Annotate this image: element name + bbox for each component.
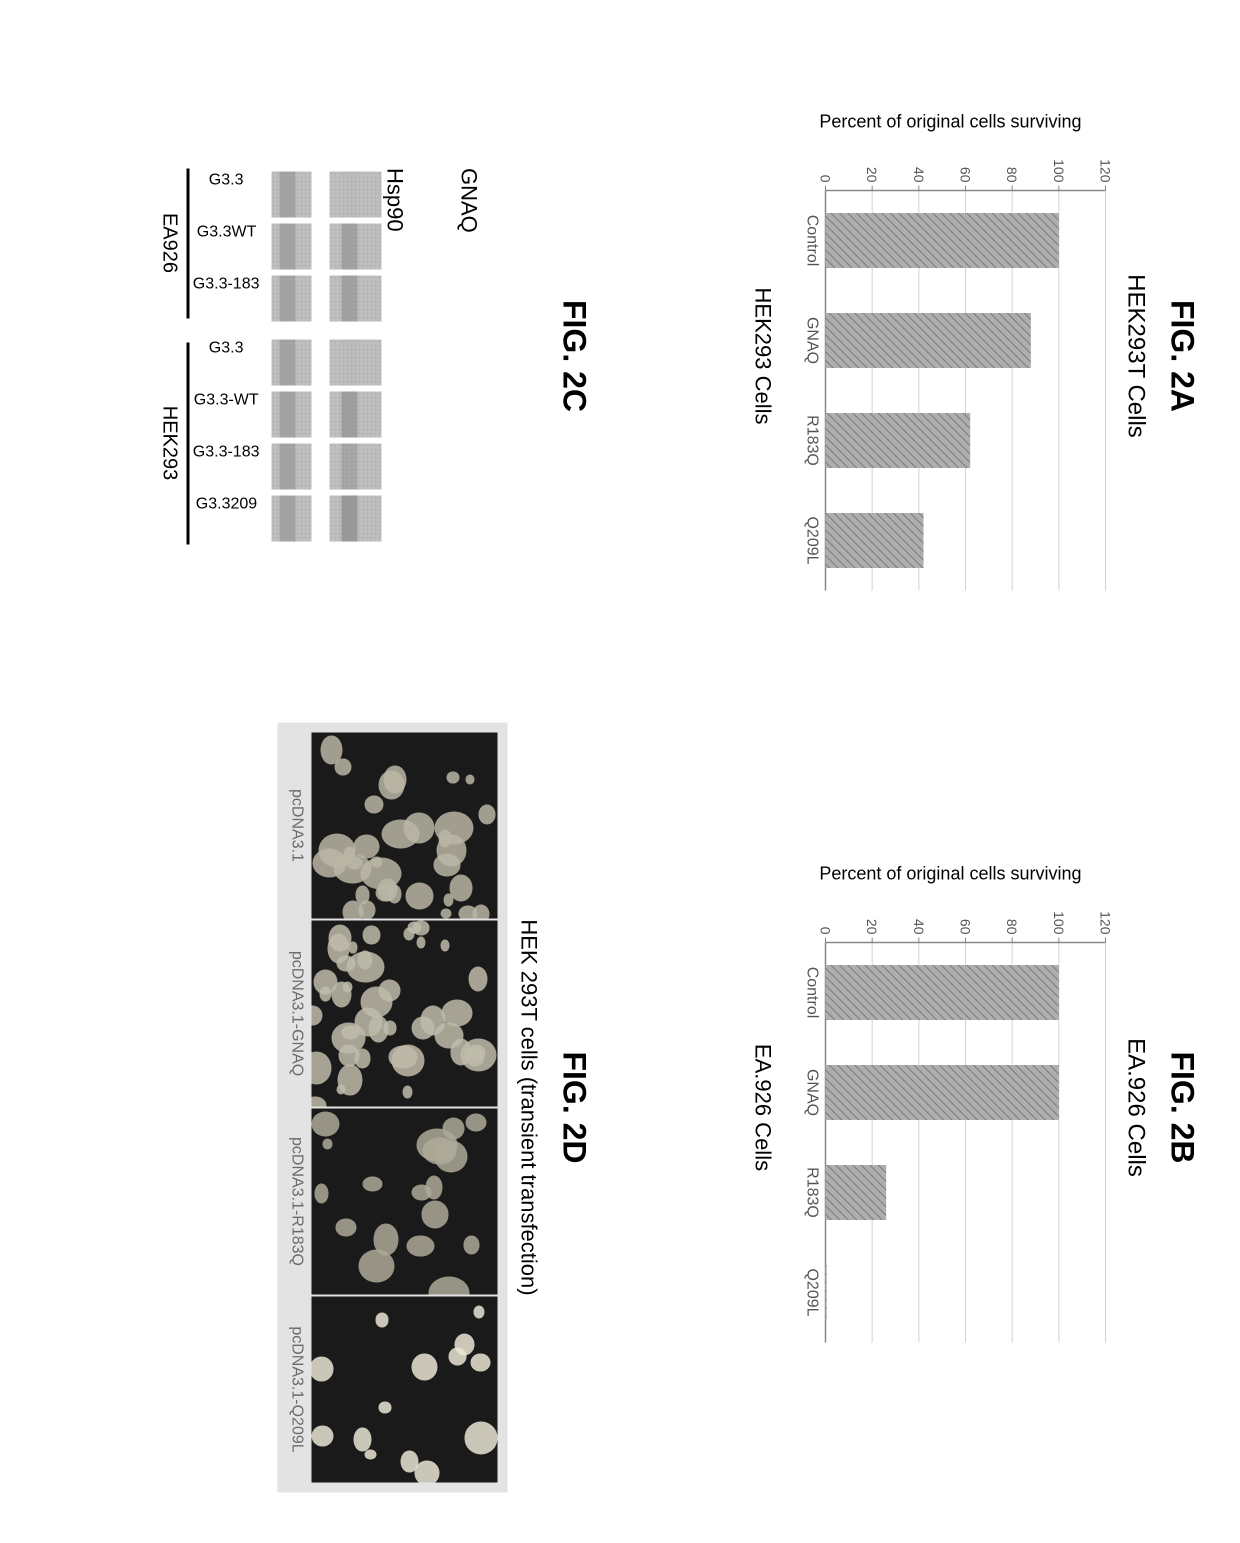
svg-text:Control: Control <box>804 966 821 1018</box>
svg-text:60: 60 <box>958 918 974 934</box>
blot-group-label: HEK293 <box>157 342 180 544</box>
blot-lane-label: G3.3-183 <box>193 275 260 321</box>
blot-lane-label: G3.3209 <box>193 495 260 541</box>
svg-text:20: 20 <box>864 918 880 934</box>
micrograph-label: pcDNA3.1-Q209L <box>288 1326 306 1452</box>
figure-2c-row-label-gnaq: GNAQ <box>456 168 482 544</box>
figure-2b-xlabel: EA.926 Cells <box>750 1044 776 1171</box>
figure-2b-title: EA.926 Cells <box>1122 1038 1150 1177</box>
micrograph-panel: pcDNA3.1-Q209L <box>288 1297 498 1483</box>
figure-2b-svg: 0 20 40 60 80 100 120 Control GNAQ R183Q Q209L <box>786 892 1116 1352</box>
figure-2a-xlabel: HEK293 Cells <box>750 288 776 425</box>
figure-2a-title: HEK293T Cells <box>1122 274 1150 438</box>
svg-text:120: 120 <box>1098 911 1114 935</box>
blot-lane-label: G3.3-WT <box>193 391 260 437</box>
micrograph-panel: pcDNA3.1 <box>288 733 498 919</box>
blot-lane-label: G3.3 <box>193 171 260 217</box>
svg-text:40: 40 <box>911 167 927 183</box>
figure-2a-ylabel: Percent of original cells surviving <box>819 112 1081 133</box>
micrograph-label: pcDNA3.1-GNAQ <box>288 951 306 1076</box>
figure-2c: FIG. 2C GNAQ Hsp90 G3.3G3.3WTG3.3-183G3.… <box>41 50 593 663</box>
figure-2c-label: FIG. 2C <box>556 300 593 412</box>
svg-text:20: 20 <box>864 167 880 183</box>
figure-2b-ylabel: Percent of original cells surviving <box>819 863 1081 884</box>
figure-2c-row-label-hsp90: Hsp90 <box>382 168 408 544</box>
figure-2c-blot: G3.3 G3.3WT G3.3-183 G3.3 G3.3-WT G3.3-183 G3.… <box>157 168 382 544</box>
figure-2a: FIG. 2A HEK293T Cells Percent of origina… <box>633 50 1201 663</box>
svg-text:R183Q: R183Q <box>804 1167 821 1218</box>
figure-2b-label: FIG. 2B <box>1164 1051 1201 1163</box>
micrograph-label: pcDNA3.1 <box>288 789 306 862</box>
figure-2b-chart: Percent of original cells surviving 0 20 4… <box>786 863 1116 1352</box>
figure-2d: FIG. 2D HEK 293T cells (transient transf… <box>41 723 593 1493</box>
svg-text:Q209L: Q209L <box>804 1268 821 1316</box>
figure-2a-label: FIG. 2A <box>1164 300 1201 412</box>
svg-text:R183Q: R183Q <box>804 415 821 466</box>
svg-text:Q209L: Q209L <box>804 516 821 564</box>
svg-text:60: 60 <box>958 167 974 183</box>
figure-2d-micrograph-row: pcDNA3.1 pcDNA3.1-GNAQ pcDNA3.1-R183Q pcDNA… <box>278 723 508 1493</box>
svg-text:40: 40 <box>911 918 927 934</box>
figure-2d-title: HEK 293T cells (transient transfection) <box>516 919 542 1295</box>
svg-text:80: 80 <box>1004 918 1020 934</box>
blot-lane-label: G3.3WT <box>193 223 260 269</box>
blot-lane-label: G3.3-183 <box>193 443 260 489</box>
svg-text:100: 100 <box>1051 911 1067 935</box>
svg-text:120: 120 <box>1098 159 1114 183</box>
micrograph-panel: pcDNA3.1-GNAQ <box>288 921 498 1107</box>
svg-text:GNAQ: GNAQ <box>804 1068 821 1115</box>
micrograph-panel: pcDNA3.1-R183Q <box>288 1109 498 1295</box>
svg-text:0: 0 <box>818 926 834 934</box>
blot-group-label: EA926 <box>157 168 180 318</box>
figure-2a-chart: Percent of original cells surviving 0 20 4… <box>786 112 1116 601</box>
figure-2d-label: FIG. 2D <box>556 1051 593 1163</box>
figure-2b: FIG. 2B EA.926 Cells Percent of original… <box>633 723 1201 1493</box>
svg-text:100: 100 <box>1051 159 1067 183</box>
svg-text:GNAQ: GNAQ <box>804 317 821 364</box>
figure-2a-svg: 0 20 40 60 80 100 120 Control GNAQ R183Q Q209L <box>786 141 1116 601</box>
svg-text:0: 0 <box>818 175 834 183</box>
svg-text:80: 80 <box>1004 167 1020 183</box>
micrograph-label: pcDNA3.1-R183Q <box>288 1137 306 1266</box>
svg-text:Control: Control <box>804 215 821 267</box>
blot-lane-label: G3.3 <box>193 339 260 385</box>
